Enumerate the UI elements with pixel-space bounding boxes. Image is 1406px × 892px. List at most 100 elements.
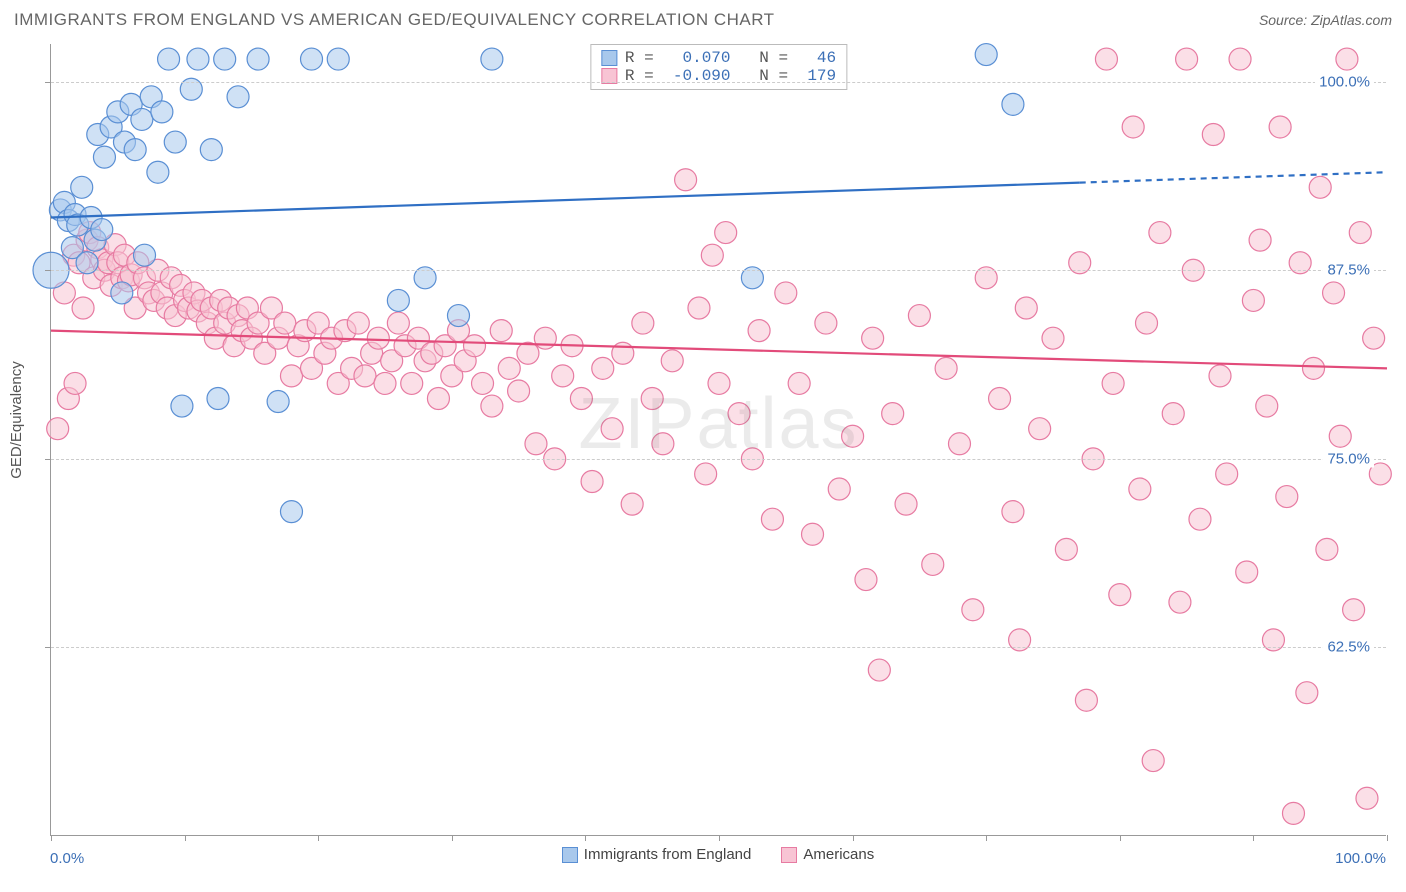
data-point [158,48,180,70]
data-point [91,219,113,241]
header: IMMIGRANTS FROM ENGLAND VS AMERICAN GED/… [0,0,1406,40]
stats-legend-box: R = 0.070 N = 46R = -0.090 N = 179 [590,44,847,90]
data-point [498,357,520,379]
data-point [1323,282,1345,304]
data-point [247,48,269,70]
chart-svg [51,44,1386,835]
gridline [51,270,1386,271]
data-point [64,372,86,394]
data-point [401,372,423,394]
data-point [895,493,917,515]
gridline [51,82,1386,83]
gridline [51,459,1386,460]
data-point [1122,116,1144,138]
data-point [93,146,115,168]
data-point [1269,116,1291,138]
data-point [1236,561,1258,583]
data-point [975,44,997,66]
data-point [367,327,389,349]
data-point [652,433,674,455]
x-tick [585,835,586,841]
y-tick-label: 87.5% [1323,262,1374,279]
data-point [481,48,503,70]
data-point [815,312,837,334]
data-point [1169,591,1191,613]
legend-item: Americans [781,846,874,863]
data-point [327,48,349,70]
x-tick [452,835,453,841]
x-tick [1120,835,1121,841]
data-point [1176,48,1198,70]
data-point [490,320,512,342]
data-point [1075,689,1097,711]
data-point [962,599,984,621]
y-tick [45,459,51,460]
data-point [151,101,173,123]
source-label: Source: ZipAtlas.com [1259,12,1392,28]
x-tick [853,835,854,841]
data-point [214,48,236,70]
data-point [908,305,930,327]
legend-label: Immigrants from England [584,846,752,863]
stats-row: R = 0.070 N = 46 [601,49,836,67]
data-point [131,108,153,130]
y-tick [45,647,51,648]
gridline [51,647,1386,648]
data-point [1349,222,1371,244]
data-point [862,327,884,349]
x-tick [318,835,319,841]
x-tick [719,835,720,841]
data-point [1109,584,1131,606]
x-tick [986,835,987,841]
data-point [1055,538,1077,560]
data-point [1336,48,1358,70]
data-point [601,418,623,440]
data-point [641,388,663,410]
chart-title: IMMIGRANTS FROM ENGLAND VS AMERICAN GED/… [14,10,775,30]
trend-line [51,183,1080,218]
legend-swatch [562,847,578,863]
data-point [171,395,193,417]
data-point [552,365,574,387]
x-tick [185,835,186,841]
data-point [164,131,186,153]
data-point [715,222,737,244]
data-point [447,305,469,327]
legend-label: Americans [803,846,874,863]
x-tick [1387,835,1388,841]
data-point [935,357,957,379]
data-point [508,380,530,402]
data-point [1142,750,1164,772]
data-point [354,365,376,387]
data-point [1002,501,1024,523]
y-tick [45,82,51,83]
data-point [748,320,770,342]
data-point [111,282,133,304]
data-point [134,244,156,266]
data-point [675,169,697,191]
data-point [1136,312,1158,334]
data-point [828,478,850,500]
data-point [1276,486,1298,508]
data-point [1095,48,1117,70]
data-point [1216,463,1238,485]
plot-area: R = 0.070 N = 46R = -0.090 N = 179 ZIPat… [50,44,1386,836]
data-point [147,161,169,183]
data-point [71,176,93,198]
data-point [1256,395,1278,417]
data-point [301,48,323,70]
data-point [1149,222,1171,244]
data-point [661,350,683,372]
data-point [1042,327,1064,349]
trend-line [1080,172,1387,182]
data-point [267,391,289,413]
data-point [1303,357,1325,379]
data-point [570,388,592,410]
data-point [1343,599,1365,621]
data-point [227,86,249,108]
data-point [948,433,970,455]
x-tick [51,835,52,841]
data-point [868,659,890,681]
data-point [1249,229,1271,251]
data-point [708,372,730,394]
